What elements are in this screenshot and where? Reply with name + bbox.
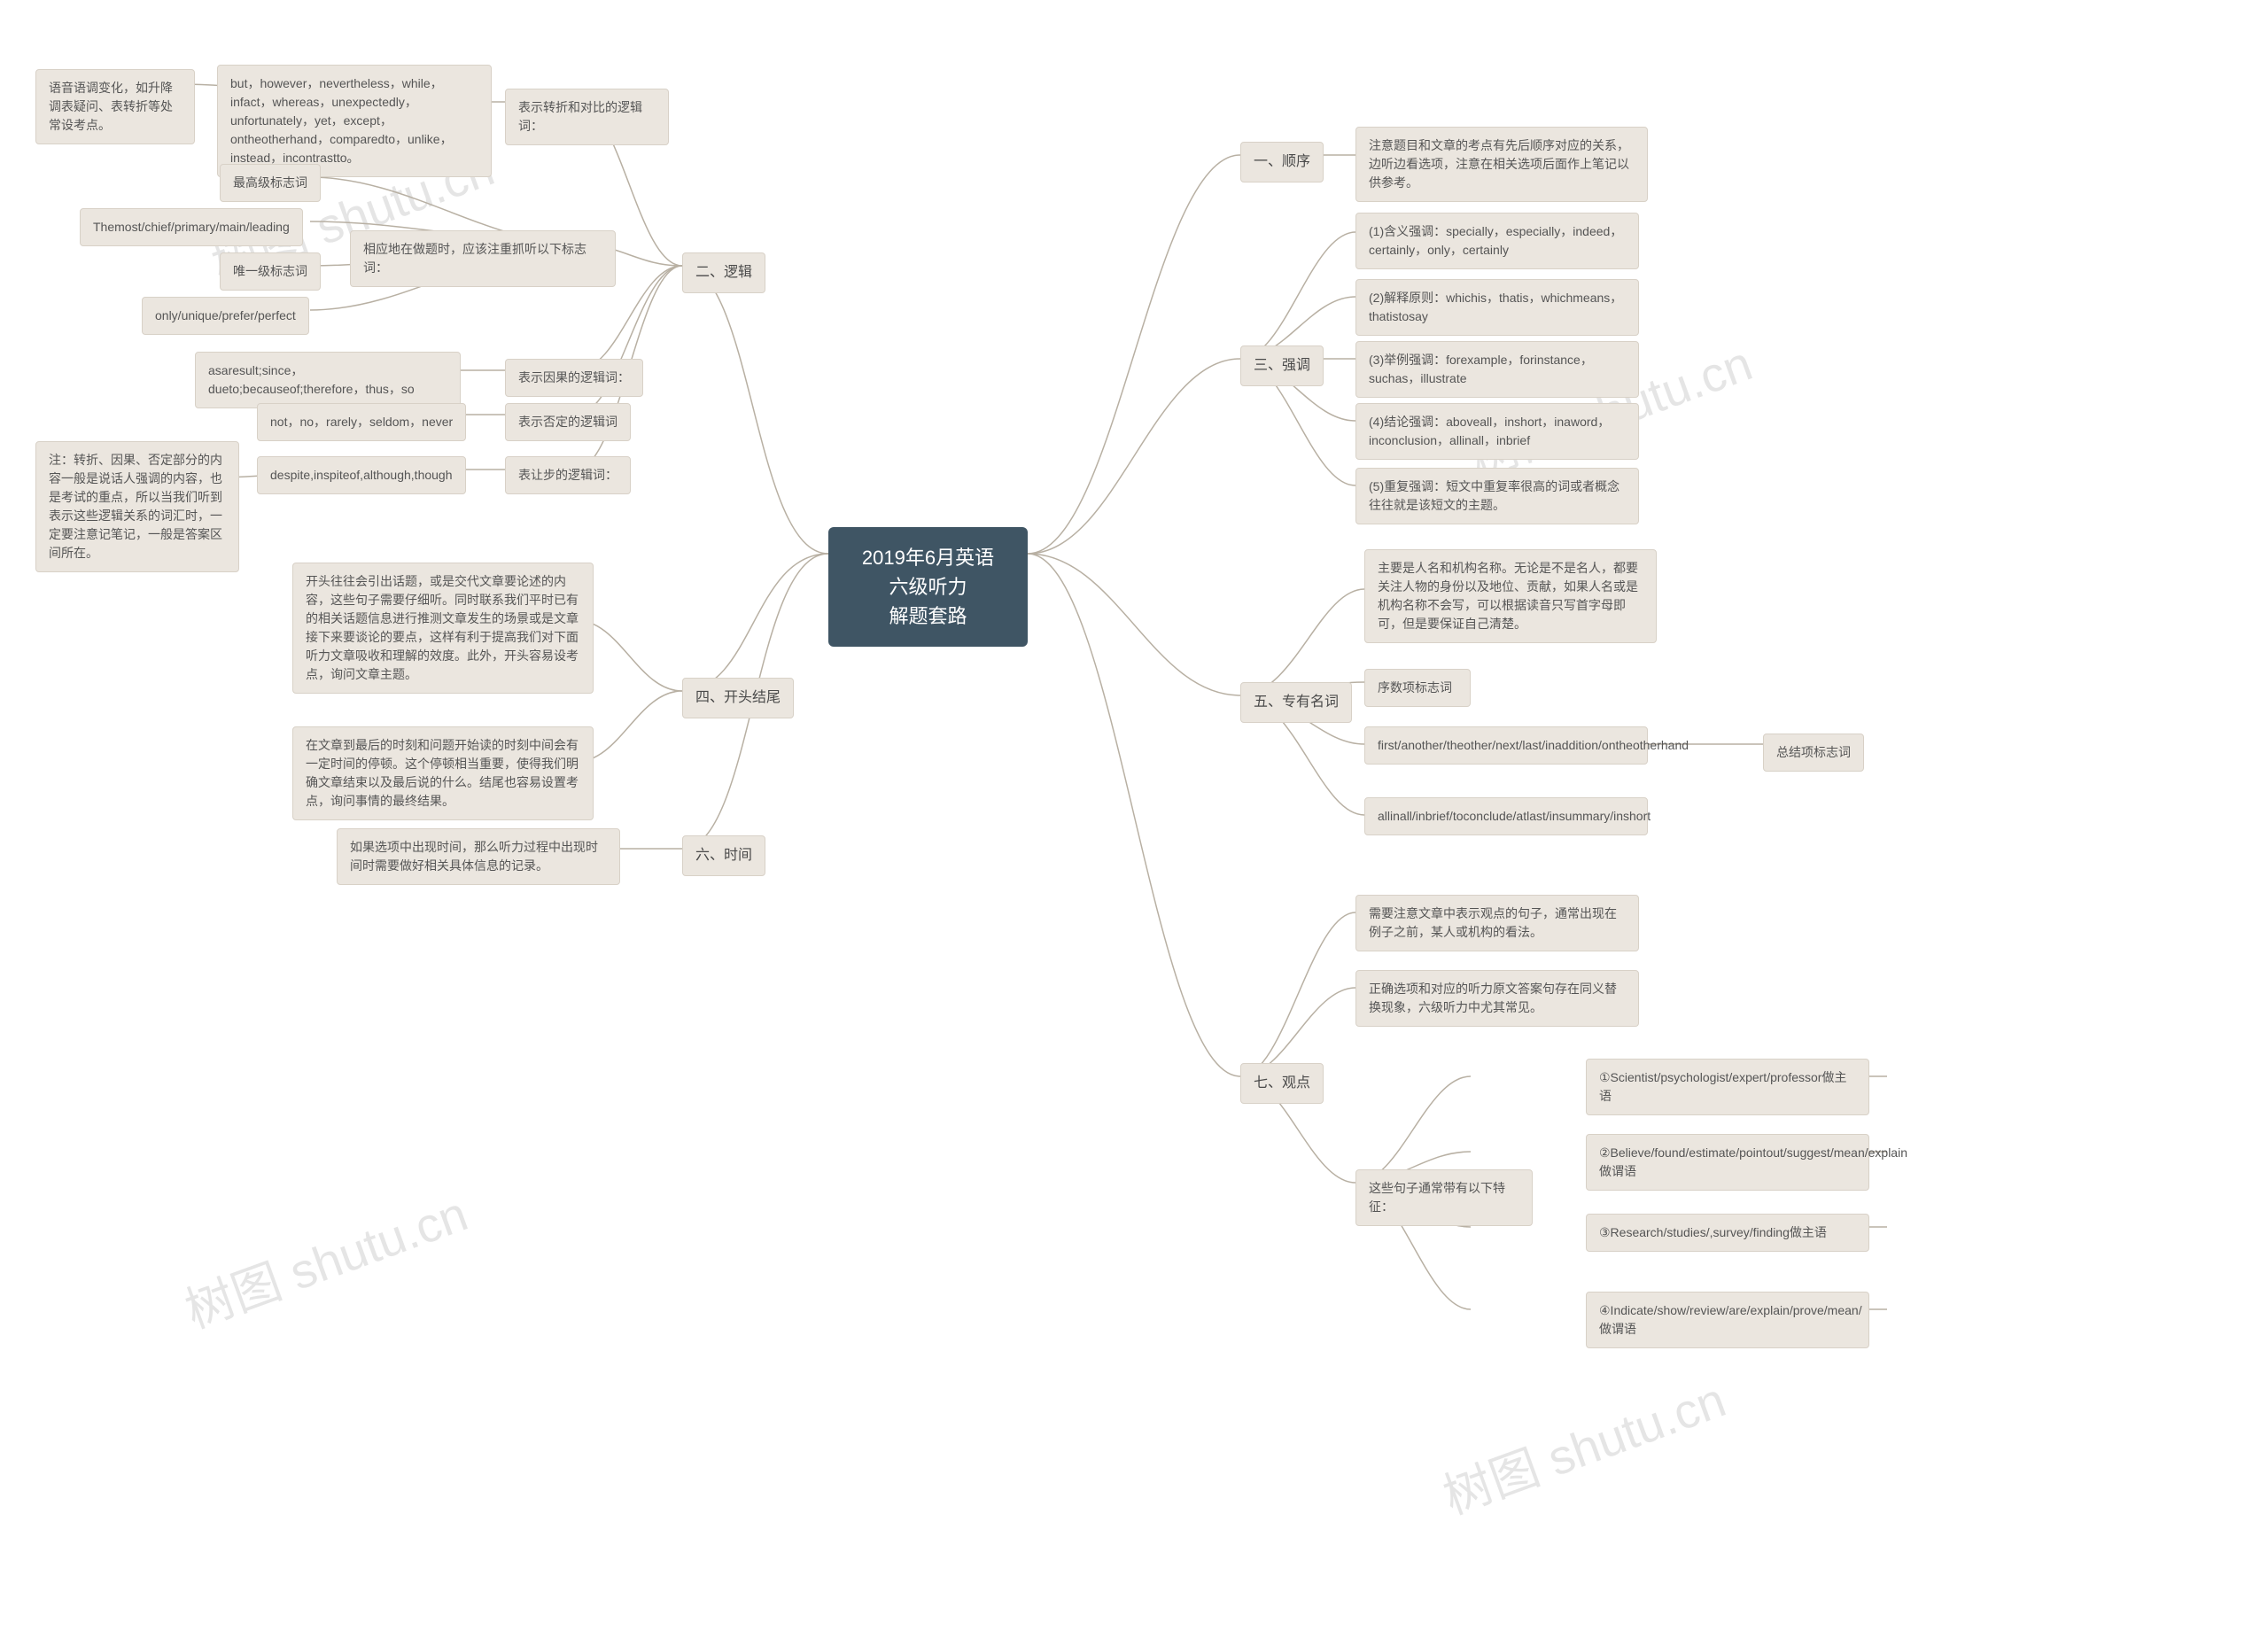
branch-two: 二、逻辑 <box>682 252 765 293</box>
branch-seven-c1: 需要注意文章中表示观点的句子，通常出现在例子之前，某人或机构的看法。 <box>1355 895 1639 951</box>
branch-two-d-content: not，no，rarely，seldom，never <box>257 403 466 441</box>
branch-four: 四、开头结尾 <box>682 678 794 718</box>
branch-two-c-label: 表示因果的逻辑词： <box>505 359 643 397</box>
branch-two-c-content: asaresult;since，dueto;becauseof;therefor… <box>195 352 461 408</box>
branch-two-e-label: 表让步的逻辑词： <box>505 456 631 494</box>
branch-seven-c3-label: 这些句子通常带有以下特征： <box>1355 1169 1533 1226</box>
branch-two-b1: 最高级标志词 <box>220 164 321 202</box>
branch-six: 六、时间 <box>682 835 765 876</box>
branch-seven-c3-i1: ①Scientist/psychologist/expert/professor… <box>1586 1059 1869 1115</box>
branch-one-content: 注意题目和文章的考点有先后顺序对应的关系，边听边看选项，注意在相关选项后面作上笔… <box>1355 127 1648 202</box>
branch-three-c4: (4)结论强调：aboveall，inshort，inaword，inconcl… <box>1355 403 1639 460</box>
branch-seven-c2: 正确选项和对应的听力原文答案句存在同义替换现象，六级听力中尤其常见。 <box>1355 970 1639 1027</box>
branch-four-c1: 开头往往会引出话题，或是交代文章要论述的内容，这些句子需要仔细听。同时联系我们平… <box>292 563 594 694</box>
branch-two-b4: only/unique/prefer/perfect <box>142 297 309 335</box>
branch-five: 五、专有名词 <box>1240 682 1352 723</box>
branch-three: 三、强调 <box>1240 345 1324 386</box>
branch-three-c2: (2)解释原则：whichis，thatis，whichmeans，thatis… <box>1355 279 1639 336</box>
branch-two-d-label: 表示否定的逻辑词 <box>505 403 631 441</box>
branch-seven-c3-i3: ③Research/studies/,survey/finding做主语 <box>1586 1214 1869 1252</box>
branch-five-c3: first/another/theother/next/last/inaddit… <box>1364 726 1648 765</box>
branch-two-a-content: but，however，nevertheless，while，infact，wh… <box>217 65 492 177</box>
branch-two-a-label: 表示转折和对比的逻辑词： <box>505 89 669 145</box>
branch-six-content: 如果选项中出现时间，那么听力过程中出现时间时需要做好相关具体信息的记录。 <box>337 828 620 885</box>
center-node: 2019年6月英语六级听力解题套路 <box>828 527 1028 647</box>
branch-three-c1: (1)含义强调：specially，especially，indeed，cert… <box>1355 213 1639 269</box>
branch-two-b2: Themost/chief/primary/main/leading <box>80 208 303 246</box>
branch-five-c2: 序数项标志词 <box>1364 669 1471 707</box>
branch-seven-c3-i4: ④Indicate/show/review/are/explain/prove/… <box>1586 1292 1869 1348</box>
branch-three-c5: (5)重复强调：短文中重复率很高的词或者概念往往就是该短文的主题。 <box>1355 468 1639 524</box>
branch-five-c3-extra: 总结项标志词 <box>1763 734 1864 772</box>
branch-three-c3: (3)举例强调：forexample，forinstance，suchas，il… <box>1355 341 1639 398</box>
branch-one: 一、顺序 <box>1240 142 1324 182</box>
branch-five-c1: 主要是人名和机构名称。无论是不是名人，都要关注人物的身份以及地位、贡献，如果人名… <box>1364 549 1657 643</box>
branch-two-b-label: 相应地在做题时，应该注重抓听以下标志词： <box>350 230 616 287</box>
branch-four-c2: 在文章到最后的时刻和问题开始读的时刻中间会有一定时间的停顿。这个停顿相当重要，使… <box>292 726 594 820</box>
branch-two-e-extra: 注：转折、因果、否定部分的内容一般是说话人强调的内容，也是考试的重点，所以当我们… <box>35 441 239 572</box>
branch-two-a-extra: 语音语调变化，如升降调表疑问、表转折等处常设考点。 <box>35 69 195 144</box>
branch-five-c4: allinall/inbrief/toconclude/atlast/insum… <box>1364 797 1648 835</box>
branch-two-b3: 唯一级标志词 <box>220 252 321 291</box>
branch-seven: 七、观点 <box>1240 1063 1324 1104</box>
branch-two-e-content: despite,inspiteof,although,though <box>257 456 466 494</box>
branch-seven-c3-i2: ②Believe/found/estimate/pointout/suggest… <box>1586 1134 1869 1191</box>
